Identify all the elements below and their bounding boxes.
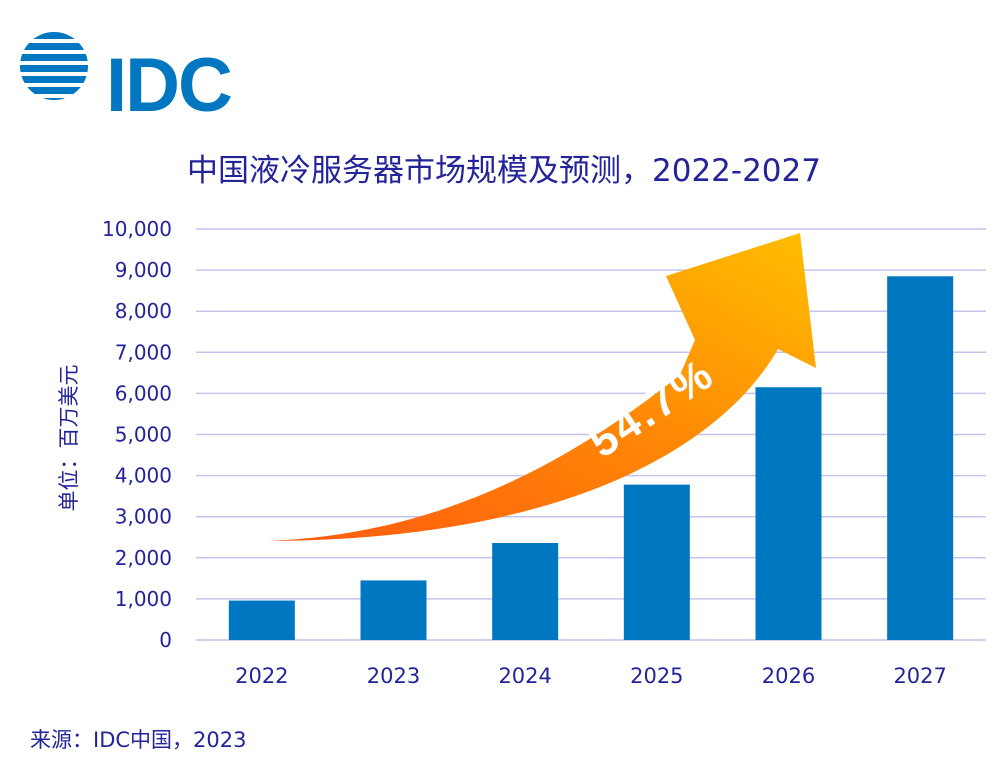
y-tick-label: 3,000 [115,505,172,529]
growth-arrow [268,233,816,541]
logo-text: IDC [106,43,233,128]
bar-2023 [360,580,427,640]
y-tick-labels: 0 1,000 2,000 3,000 4,000 5,000 6,000 7,000 8,00… [102,217,172,652]
y-tick-label: 1,000 [115,587,172,611]
source-note: 来源：IDC中国，2023 [30,728,247,752]
x-tick-label: 2027 [893,664,946,688]
x-tick-label: 2025 [630,664,683,688]
y-tick-label: 8,000 [115,299,172,323]
bar-2026 [755,387,822,640]
idc-logo: IDC [14,26,244,124]
x-tick-labels: 2022 2023 2024 2025 2026 2027 [235,664,947,688]
y-tick-label: 2,000 [115,546,172,570]
bar-2027 [887,276,954,640]
x-tick-label: 2022 [235,664,288,688]
x-tick-label: 2026 [762,664,815,688]
x-tick-label: 2024 [498,664,551,688]
y-tick-label: 9,000 [115,258,172,282]
y-tick-label: 6,000 [115,381,172,405]
bar-2024 [492,543,559,640]
growth-annotation: 54.7% [268,233,816,541]
y-tick-label: 7,000 [115,340,172,364]
bar-2022 [228,600,295,640]
bars [228,276,954,640]
y-tick-label: 10,000 [102,217,172,241]
chart-title: 中国液冷服务器市场规模及预测，2022-2027 [187,153,821,189]
y-tick-label: 5,000 [115,423,172,447]
bar-2025 [623,484,690,640]
y-tick-label: 0 [159,628,172,652]
globe-icon [20,32,88,100]
x-tick-label: 2023 [367,664,420,688]
y-tick-label: 4,000 [115,464,172,488]
